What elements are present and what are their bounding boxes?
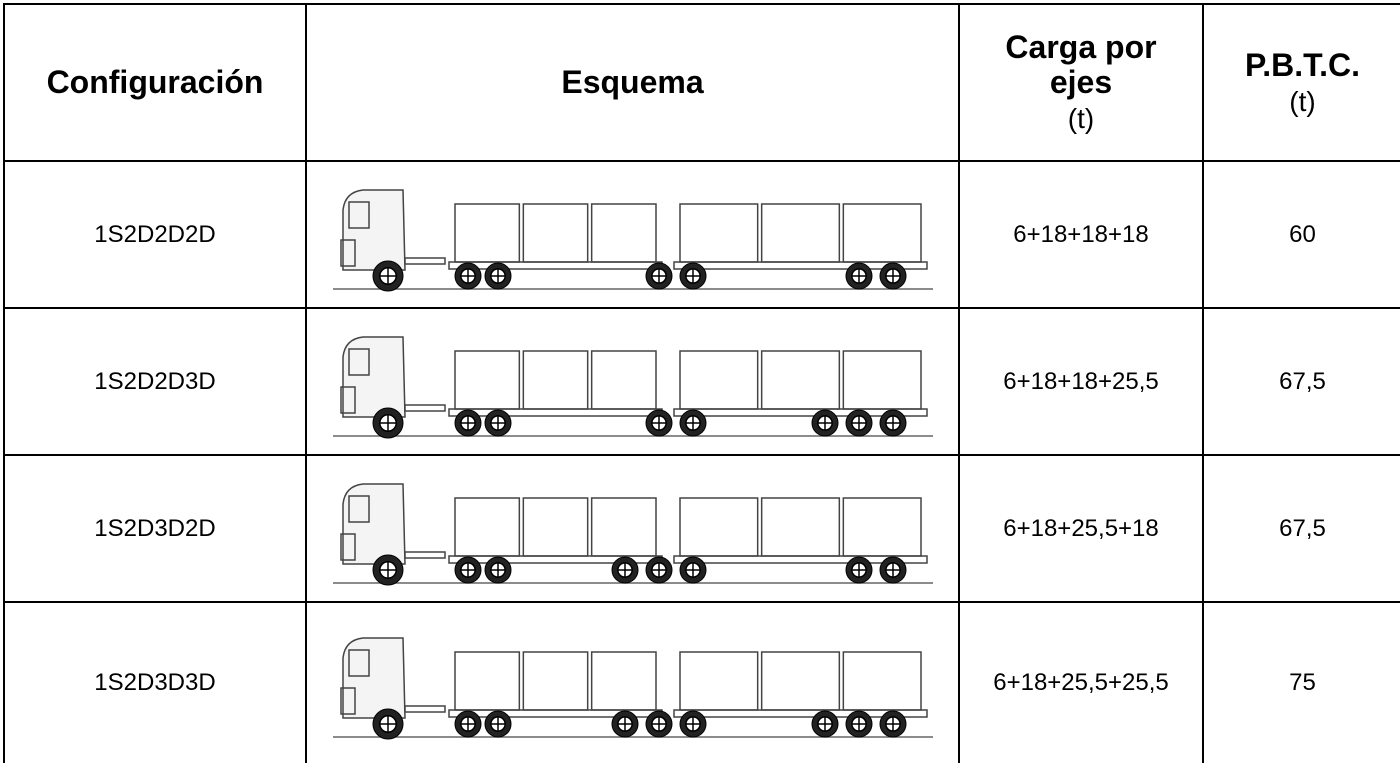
axle-load: 6+18+25,5+18 <box>1003 514 1159 542</box>
pbtc-cell: 67,5 <box>1202 307 1400 456</box>
table-body: 1S2D2D2D 6+18+18+18 60 1S2D2D3D 6+18+18+25,5… <box>3 160 1400 763</box>
load-cell: 6+18+18+18 <box>958 160 1204 309</box>
data-row: 1S2D3D3D 6+18+25,5+25,5 75 <box>3 601 1400 763</box>
config-cell: 1S2D3D3D <box>3 601 307 763</box>
header-cell: Configuración <box>3 3 307 162</box>
truck-scheme <box>332 335 933 438</box>
cargo-box <box>842 202 922 263</box>
load-cell: 6+18+18+25,5 <box>958 307 1204 456</box>
config: 1S2D3D2D <box>94 514 216 542</box>
scheme-cell <box>305 601 960 763</box>
header-row: Configuración Esquema Carga por ejes (t) … <box>3 3 1400 162</box>
pbtc: 67,5 <box>1279 367 1326 395</box>
trailer-bed <box>447 260 663 270</box>
cargo-box <box>453 202 520 263</box>
header-label: Carga por ejes <box>1005 28 1157 101</box>
chassis <box>403 550 446 559</box>
cargo-box <box>760 496 840 557</box>
cab <box>341 482 406 565</box>
cargo-box <box>590 349 657 410</box>
axle-load: 6+18+18+18 <box>1013 220 1149 248</box>
data-row: 1S2D3D2D 6+18+25,5+18 67,5 <box>3 454 1400 603</box>
header-unit: (t) <box>1289 86 1316 117</box>
cargo-box <box>522 651 588 711</box>
cargo-box <box>522 496 588 557</box>
cargo-box <box>678 202 758 263</box>
cargo-box <box>760 651 840 711</box>
cab-grille <box>339 238 356 267</box>
chassis <box>403 256 446 265</box>
cab-grille <box>339 687 356 715</box>
cargo-box <box>590 202 657 263</box>
load-cell: 6+18+25,5+25,5 <box>958 601 1204 763</box>
cab <box>341 335 406 418</box>
truck-scheme <box>332 188 933 291</box>
header-label: P.B.T.C. <box>1245 47 1360 83</box>
data-row: 1S2D2D2D 6+18+18+18 60 <box>3 160 1400 309</box>
config: 1S2D2D2D <box>94 220 216 248</box>
chassis <box>403 403 446 412</box>
cargo-box <box>842 496 922 557</box>
header-label: Esquema <box>561 64 704 100</box>
config-cell: 1S2D3D2D <box>3 454 307 603</box>
load-cell: 6+18+25,5+18 <box>958 454 1204 603</box>
scheme-cell <box>305 160 960 309</box>
cab <box>341 188 406 271</box>
trailer-bed <box>447 407 663 417</box>
cab-window <box>347 347 370 376</box>
data-row: 1S2D2D3D 6+18+18+25,5 67,5 <box>3 307 1400 456</box>
axle-load: 6+18+18+25,5 <box>1003 367 1159 395</box>
pbtc: 75 <box>1289 669 1316 696</box>
header-cell: Carga por ejes (t) <box>958 3 1204 162</box>
cargo-box <box>678 651 758 711</box>
pbtc: 67,5 <box>1279 514 1326 542</box>
cargo-box <box>453 496 520 557</box>
cargo-box <box>760 349 840 410</box>
chassis <box>403 705 446 713</box>
cargo-box <box>760 202 840 263</box>
pbtc-cell: 67,5 <box>1202 454 1400 603</box>
cab-window <box>347 494 370 523</box>
header-cell: P.B.T.C. (t) <box>1202 3 1400 162</box>
pbtc-cell: 60 <box>1202 160 1400 309</box>
trailer-bed <box>672 709 928 718</box>
cab-window <box>347 649 370 677</box>
cargo-box <box>842 349 922 410</box>
pbtc: 60 <box>1289 220 1316 248</box>
cargo-box <box>678 496 758 557</box>
cargo-box <box>678 349 758 410</box>
scheme-cell <box>305 307 960 456</box>
trailer-bed <box>672 554 928 564</box>
truck-scheme <box>332 637 933 740</box>
axle-load: 6+18+25,5+25,5 <box>993 669 1169 696</box>
cab-grille <box>339 385 356 414</box>
trailer-bed <box>672 407 928 417</box>
cargo-box <box>522 202 588 263</box>
cargo-box <box>590 496 657 557</box>
header-label: Configuración <box>46 64 264 100</box>
cab <box>341 637 406 719</box>
pbtc-cell: 75 <box>1202 601 1400 763</box>
cargo-box <box>590 651 657 711</box>
cargo-box <box>522 349 588 410</box>
cab-window <box>347 200 370 229</box>
cab-grille <box>339 532 356 561</box>
axle-table: Configuración Esquema Carga por ejes (t) … <box>3 3 1400 763</box>
config-cell: 1S2D2D2D <box>3 160 307 309</box>
trailer-bed <box>672 260 928 270</box>
scheme-cell <box>305 454 960 603</box>
cargo-box <box>453 651 520 711</box>
config: 1S2D2D3D <box>94 367 216 395</box>
cargo-box <box>842 651 922 711</box>
truck-scheme <box>332 482 933 585</box>
config: 1S2D3D3D <box>94 669 216 696</box>
cargo-box <box>453 349 520 410</box>
header-unit: (t) <box>1067 103 1095 135</box>
header-cell: Esquema <box>305 3 960 162</box>
config-cell: 1S2D2D3D <box>3 307 307 456</box>
